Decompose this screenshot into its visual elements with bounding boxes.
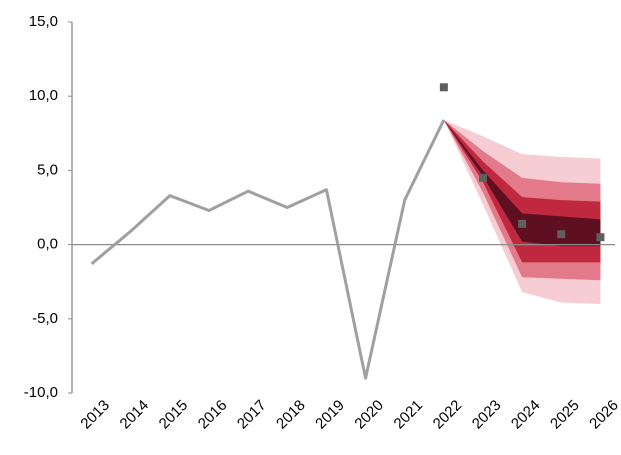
marker [596, 233, 605, 242]
x-tick-label: 2016 [195, 397, 231, 433]
x-tick-label: 2019 [312, 397, 348, 433]
marker [439, 83, 448, 92]
y-tick-label: 0,0 [37, 236, 58, 253]
x-tick-label: 2026 [586, 397, 621, 433]
y-tick-label: 5,0 [37, 161, 58, 178]
x-tick-label: 2021 [391, 397, 427, 433]
marker [479, 173, 487, 182]
y-tick-label: 10,0 [29, 87, 58, 104]
x-tick-label: 2015 [156, 397, 192, 433]
marker [518, 219, 527, 228]
y-tick-label: 15,0 [29, 13, 58, 30]
x-tick-label: 2018 [273, 397, 309, 433]
marker [557, 230, 566, 239]
y-tick-label: -5,0 [32, 310, 58, 327]
x-tick-label: 2024 [508, 397, 544, 433]
x-tick-label: 2025 [547, 397, 583, 433]
x-tick-label: 2022 [430, 397, 466, 433]
x-tick-label: 2023 [469, 397, 505, 433]
y-tick-label: -10,0 [24, 384, 58, 401]
x-tick-label: 2017 [234, 397, 270, 433]
x-tick-label: 2014 [117, 397, 153, 433]
line-series [90, 119, 446, 380]
x-tick-label: 2013 [77, 397, 113, 433]
x-tick-label: 2020 [351, 397, 387, 433]
